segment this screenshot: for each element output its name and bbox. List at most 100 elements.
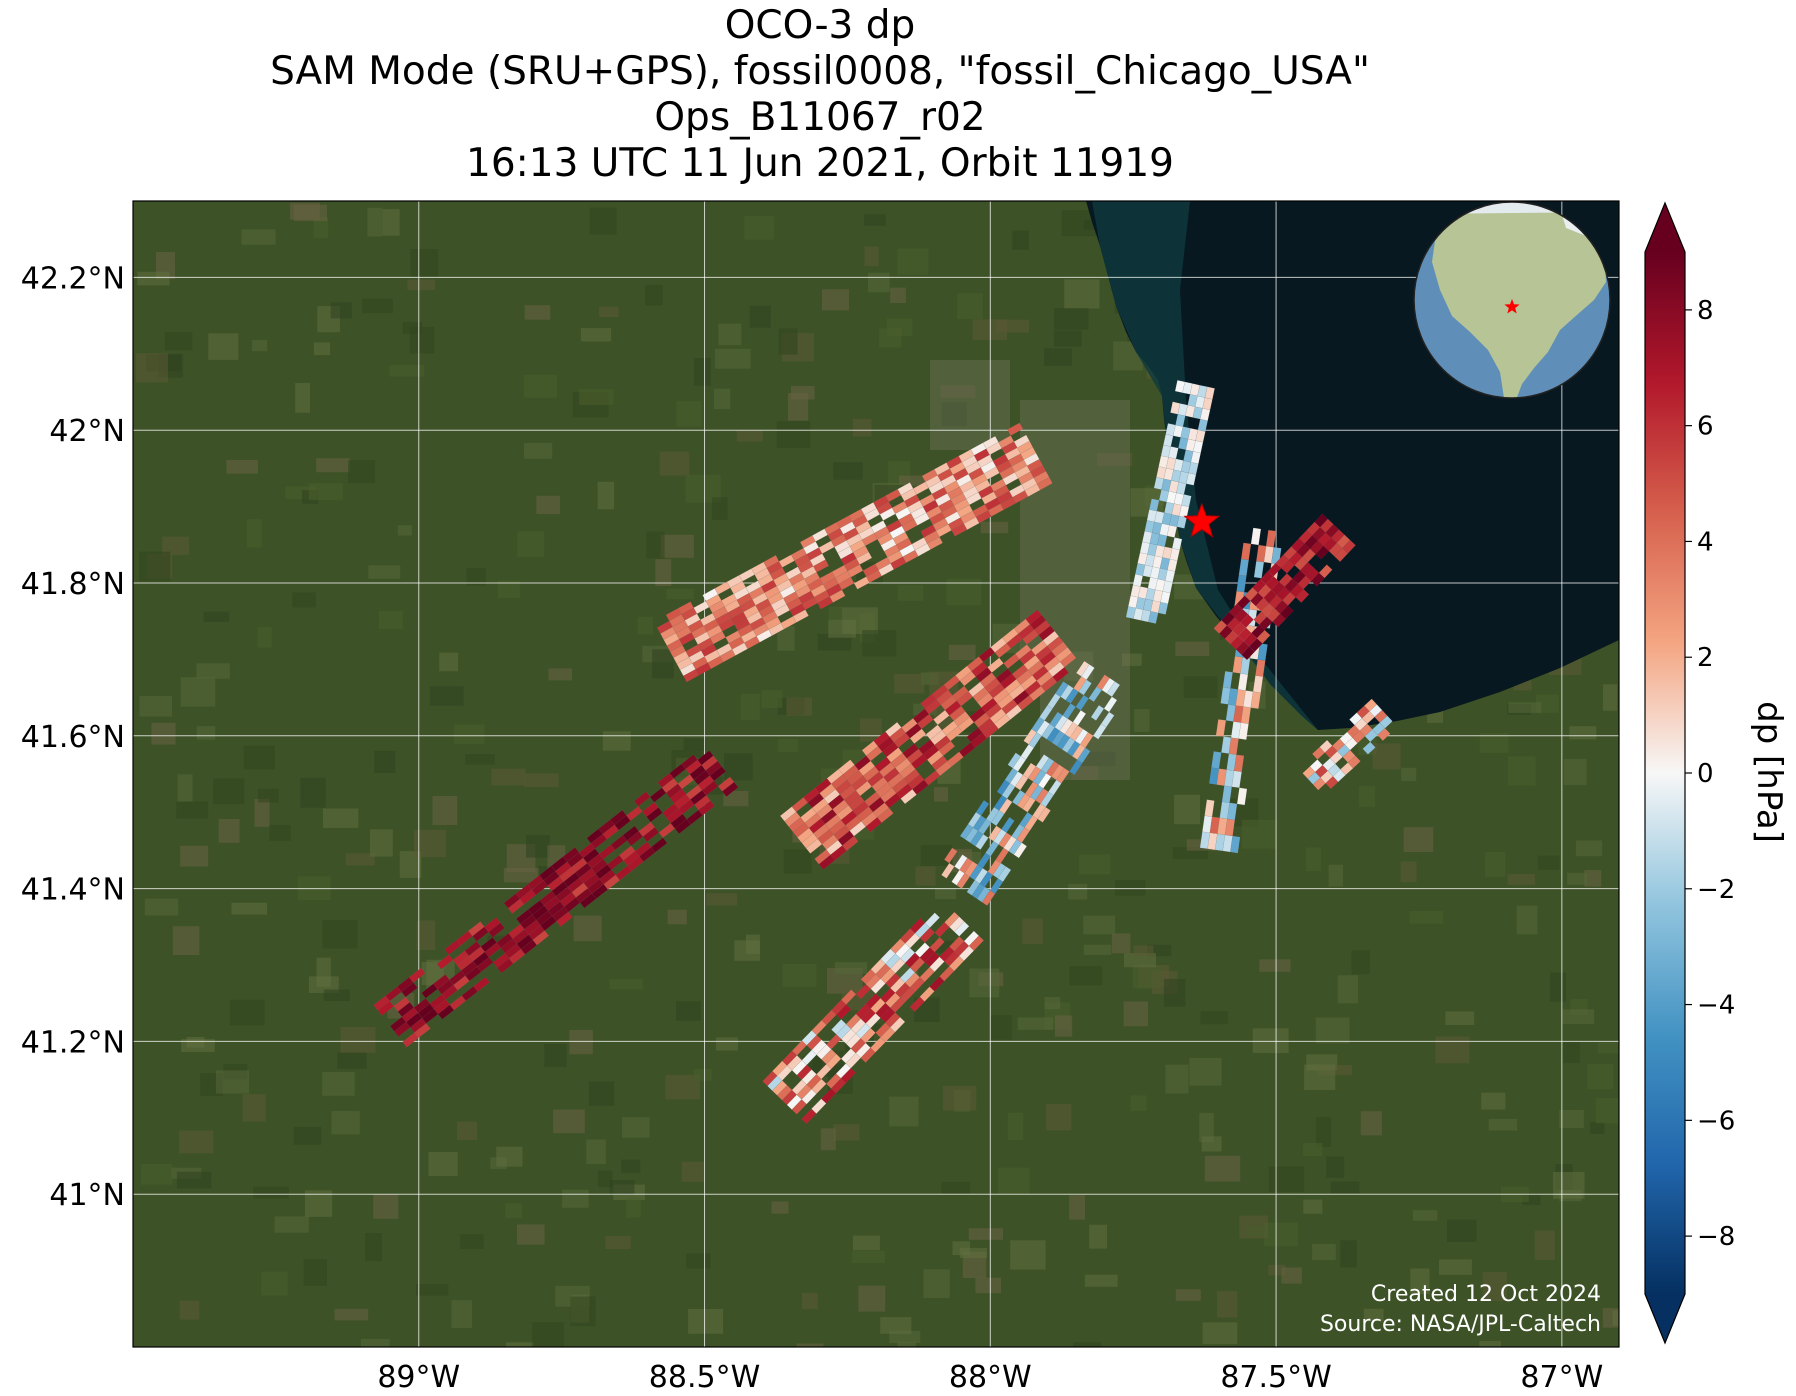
farm-field (389, 365, 425, 377)
farm-field (1097, 453, 1133, 466)
sounding-cell (842, 835, 859, 852)
sounding-cell (1279, 605, 1294, 620)
sounding-cell (1103, 696, 1118, 713)
farm-field (676, 1001, 701, 1021)
farm-field (915, 866, 936, 886)
farm-field (588, 1081, 615, 1106)
farm-field (548, 668, 572, 681)
farm-field (853, 1235, 880, 1251)
farm-field (723, 791, 749, 807)
farm-field (817, 633, 852, 651)
farm-field (941, 402, 967, 426)
farm-field (176, 801, 209, 819)
farm-field (1612, 1310, 1619, 1326)
farm-field (416, 920, 436, 950)
sounding-cell (1204, 386, 1215, 400)
colorbar-label: dp [hPa] (1749, 701, 1789, 843)
farm-field (1130, 1095, 1147, 1111)
farm-field (1199, 1112, 1214, 1143)
farm-field (820, 1128, 836, 1151)
sounding-cell (1181, 494, 1192, 508)
farm-field (1053, 330, 1082, 347)
farm-field (181, 1039, 215, 1053)
farm-field (1584, 870, 1602, 887)
farm-field (898, 475, 927, 486)
farm-field (776, 421, 811, 448)
farm-field (1122, 653, 1142, 666)
lat-tick-label: 41.2°N (21, 1025, 125, 1060)
farm-field (569, 1029, 593, 1055)
farm-field (151, 722, 176, 745)
farm-field (505, 1203, 522, 1219)
farm-field (177, 774, 193, 802)
farm-field (745, 934, 760, 954)
sounding-cell (1233, 754, 1245, 773)
sounding-cell (698, 800, 715, 816)
sounding-cell (1230, 835, 1241, 854)
farm-field (589, 207, 617, 235)
farm-field (1175, 641, 1210, 656)
farm-field (144, 898, 179, 916)
sounding-cell (532, 930, 550, 946)
farm-field (761, 690, 783, 708)
farm-field (652, 649, 674, 679)
farm-field (715, 348, 751, 369)
sounding-cell (1318, 564, 1333, 579)
farm-field (957, 293, 983, 320)
farm-field (570, 1296, 596, 1327)
farm-field (778, 328, 798, 355)
globe-target-star (1504, 299, 1520, 314)
lat-tick-label: 41°N (49, 1178, 125, 1213)
farm-field (466, 568, 486, 586)
farm-field (1268, 1166, 1305, 1193)
farm-field (1340, 1240, 1357, 1268)
credit-line-2: Source: NASA/JPL-Caltech (1320, 1312, 1601, 1337)
farm-field (975, 1277, 1001, 1294)
sounding-cell (829, 589, 846, 603)
farm-field (586, 1139, 606, 1165)
sounding-cell (1081, 664, 1095, 681)
sounding-cell (650, 837, 668, 853)
farm-field (368, 565, 401, 579)
farm-field (864, 214, 886, 226)
farm-field (1508, 702, 1542, 713)
farm-field (1563, 758, 1587, 786)
farm-field (740, 694, 760, 721)
farm-field (1064, 279, 1100, 309)
farm-field (524, 374, 557, 398)
map-frame (132, 200, 1620, 1348)
farm-field (801, 1292, 818, 1310)
farm-field (345, 853, 375, 866)
longitude-tick-labels: 89°W 88.5°W 88°W 87.5°W 87°W (377, 1360, 1603, 1395)
farm-field (253, 1186, 289, 1199)
colorbar-tick-label: −8 (1697, 1222, 1735, 1252)
farm-field (179, 1130, 214, 1154)
farm-field (637, 616, 653, 635)
farm-field (1069, 966, 1103, 986)
sounding-cell (473, 976, 490, 992)
sounding-cell (1100, 711, 1115, 728)
farm-field (337, 1052, 367, 1069)
colorbar-tick-label: 8 (1697, 296, 1714, 326)
farm-field (1217, 1291, 1238, 1318)
farm-field (1410, 1268, 1430, 1294)
sounding-cell (975, 800, 990, 816)
farm-field (172, 926, 200, 956)
farm-field (1165, 1064, 1189, 1094)
farm-field (374, 750, 396, 773)
farm-field (316, 458, 350, 473)
sounding-cell (997, 866, 1012, 883)
farm-field (655, 559, 672, 587)
sounding-cell (1059, 652, 1077, 668)
farm-field (451, 1300, 472, 1329)
farm-field (313, 217, 329, 238)
sounding-cell (1265, 529, 1277, 548)
farm-field (261, 1271, 288, 1296)
farm-field (1017, 1017, 1053, 1030)
shore-sediment (1092, 201, 1318, 730)
farm-field (399, 851, 422, 878)
farm-field (833, 462, 863, 480)
farm-field (788, 393, 809, 421)
farm-field (334, 1308, 369, 1321)
farm-field (196, 663, 230, 679)
